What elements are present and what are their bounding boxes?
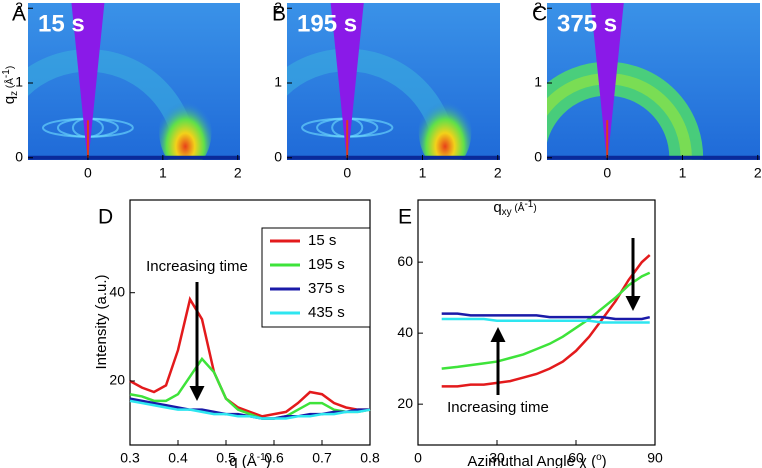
horizon — [28, 155, 240, 160]
y-tick-label: 40 — [109, 283, 125, 299]
annotation: Increasing time — [447, 399, 549, 416]
y-tick-label: 20 — [109, 372, 125, 388]
x-tick-label: 0 — [603, 165, 611, 181]
qxy-label: qxy (Å-1) — [493, 199, 536, 218]
x-tick-label: 0.8 — [360, 450, 380, 466]
horizon — [547, 155, 760, 160]
y-tick-label: 1 — [534, 74, 542, 90]
legend-label: 435 s — [308, 304, 345, 321]
x-tick-label: 0.7 — [312, 450, 332, 466]
x-tick-label: 0.5 — [216, 450, 236, 466]
y-tick-label: 60 — [397, 253, 413, 269]
x-tick-label: 1 — [679, 165, 687, 181]
y-tick-label: 40 — [397, 324, 413, 340]
diffraction-spot — [159, 94, 212, 160]
x-tick-label: 60 — [568, 450, 584, 466]
x-tick-label: 0 — [343, 165, 351, 181]
x-tick-label: 0.4 — [168, 450, 188, 466]
x-axis-label: Azimuthal Angle χ (o) — [467, 452, 606, 468]
y-tick-label: 2 — [274, 0, 282, 15]
legend-label: 15 s — [308, 232, 336, 249]
x-tick-label: 0.6 — [264, 450, 284, 466]
series-line — [441, 317, 650, 324]
scattering-image — [287, 3, 500, 160]
scattering-image — [547, 3, 760, 160]
x-axis-label: q (Å-1) — [229, 452, 270, 468]
y-tick-label: 2 — [15, 0, 23, 15]
y-tick-label: 20 — [397, 395, 413, 411]
x-tick-label: 1 — [419, 165, 427, 181]
beamstop — [590, 3, 624, 151]
y-tick-label: 0 — [534, 148, 542, 164]
y-tick-label: 0 — [274, 148, 282, 164]
series-line — [129, 296, 370, 418]
qz-label: qz (Å-1) — [1, 66, 20, 104]
panel-label: A — [12, 3, 26, 26]
x-tick-label: 0.3 — [120, 450, 140, 466]
legend-box — [261, 227, 371, 328]
time-label: 375 s — [557, 10, 617, 37]
panel-label: B — [272, 3, 286, 26]
diffraction-spot — [418, 93, 472, 160]
x-tick-label: 30 — [489, 450, 505, 466]
panel-label: D — [98, 206, 113, 229]
time-label: 195 s — [297, 10, 357, 37]
series-line — [129, 356, 371, 420]
y-tick-label: 1 — [15, 74, 23, 90]
scattering-image — [28, 3, 240, 160]
x-tick-label: 2 — [754, 165, 762, 181]
beamstop — [71, 3, 105, 151]
x-tick-label: 2 — [494, 165, 502, 181]
series-line — [441, 271, 651, 370]
series-line — [129, 399, 371, 420]
time-label: 15 s — [38, 10, 85, 37]
panel-label: C — [532, 3, 547, 26]
image-content — [28, 3, 240, 160]
y-tick-label: 1 — [274, 74, 282, 90]
y-tick-label: 0 — [15, 148, 23, 164]
image-content — [287, 3, 500, 160]
legend-label: 375 s — [308, 280, 345, 297]
panel-label: E — [398, 206, 412, 229]
y-tick-label: 2 — [534, 0, 542, 15]
image-content — [547, 3, 760, 160]
x-tick-label: 2 — [234, 165, 242, 181]
x-tick-label: 1 — [159, 165, 167, 181]
plot-frame — [417, 199, 656, 446]
y-axis-label: Intensity (a.u.) — [93, 274, 110, 369]
horizon — [287, 155, 500, 160]
x-tick-label: 0 — [414, 450, 422, 466]
x-tick-label: 90 — [647, 450, 663, 466]
annotation: Increasing time — [146, 258, 248, 275]
legend-label: 195 s — [308, 256, 345, 273]
series-line — [441, 312, 651, 321]
x-tick-label: 0 — [84, 165, 92, 181]
beamstop — [330, 3, 364, 151]
